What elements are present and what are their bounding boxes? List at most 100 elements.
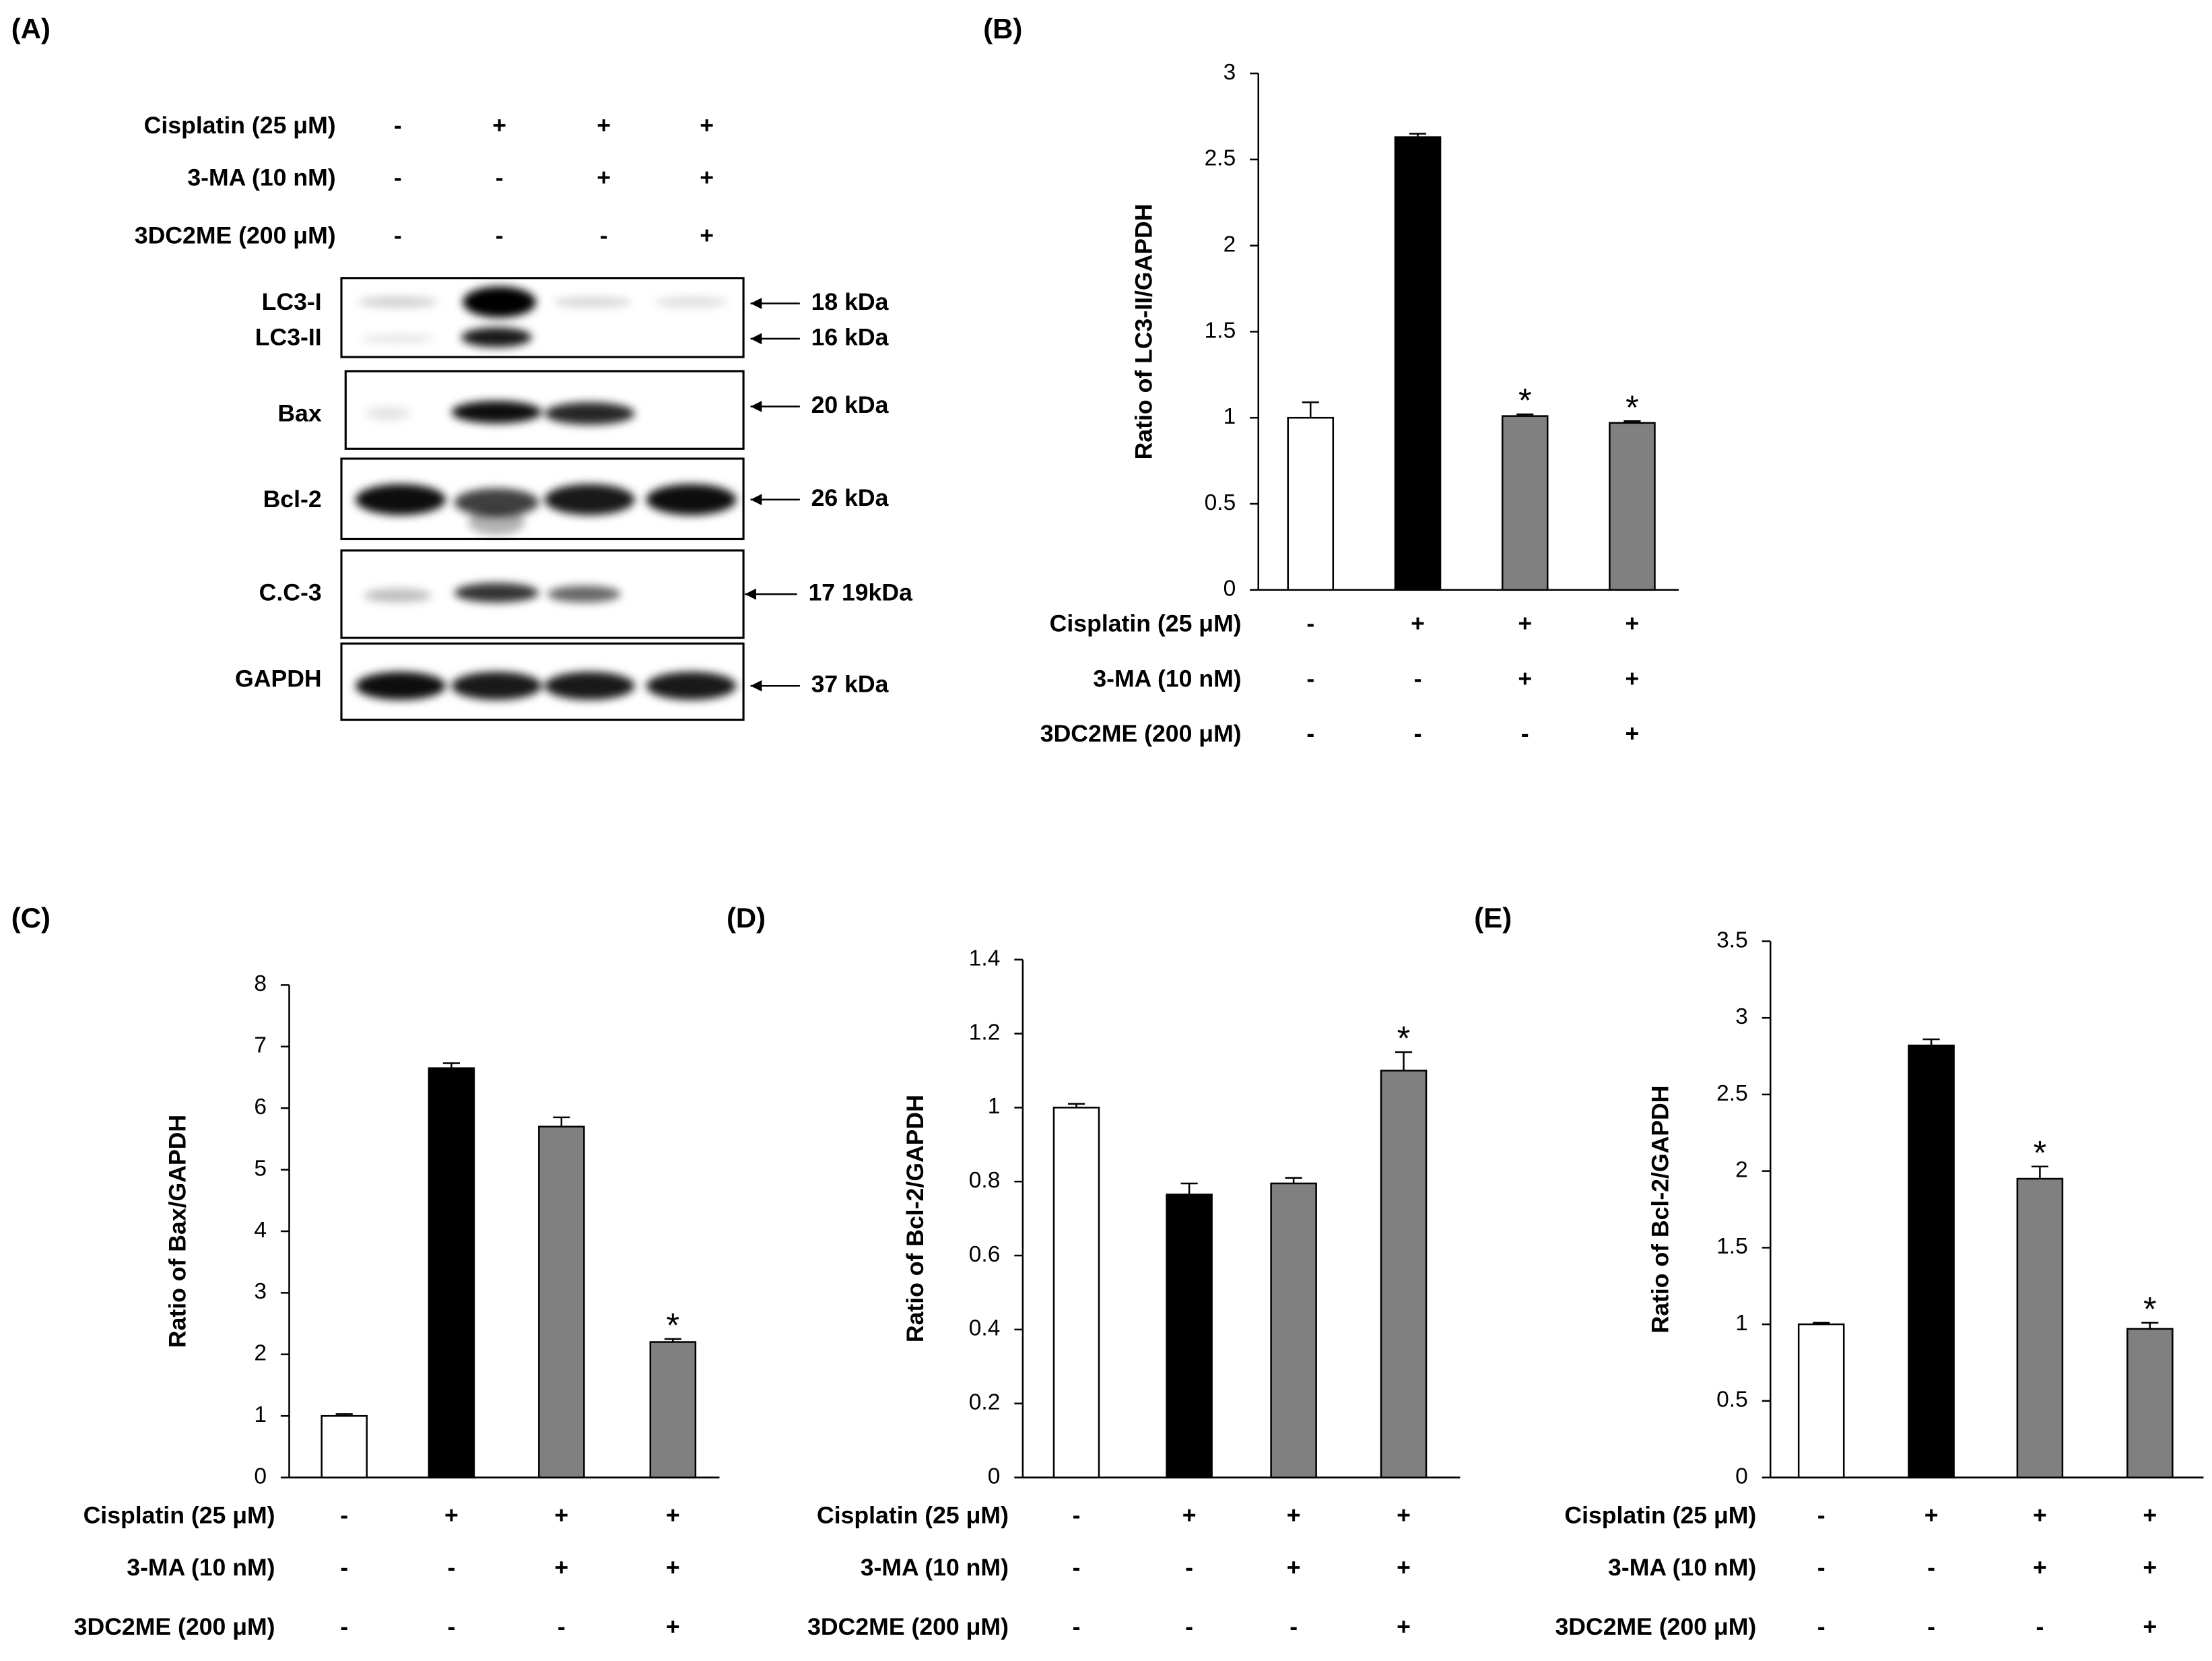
y-tick-label: 0 (988, 1464, 1001, 1489)
blot-row-label: Bcl-2 (263, 486, 322, 513)
blot-row-label: Bax (277, 399, 322, 426)
panel-label: (A) (11, 13, 51, 44)
condition-mark: + (1626, 665, 1640, 692)
y-tick-label: 3 (1224, 60, 1236, 85)
bar (1609, 422, 1656, 591)
arrow-head (750, 680, 762, 692)
y-tick-label: 2 (254, 1341, 267, 1366)
condition-mark: - (394, 222, 402, 249)
bar (1052, 1107, 1100, 1478)
condition-mark: + (2033, 1502, 2047, 1529)
significance-mark: * (2143, 1289, 2157, 1328)
condition-mark: - (1817, 1613, 1825, 1640)
bar (1270, 1182, 1317, 1478)
y-tick-label: 1.2 (969, 1020, 1001, 1045)
condition-mark: - (1306, 720, 1314, 747)
condition-mark: + (1518, 665, 1532, 692)
condition-mark: - (1185, 1554, 1193, 1581)
condition-mark: - (1073, 1554, 1081, 1581)
condition-mark: - (1414, 665, 1422, 692)
blot-bands (355, 286, 737, 701)
condition-mark: + (554, 1554, 568, 1581)
condition-mark: + (2143, 1613, 2157, 1640)
y-tick-label: 5 (254, 1156, 267, 1181)
condition-mark: + (1626, 610, 1640, 637)
panel-label: (D) (727, 902, 766, 934)
y-tick-label: 1 (254, 1402, 267, 1427)
y-tick-label: 1 (988, 1094, 1001, 1119)
bar (321, 1414, 368, 1478)
condition-label: Cisplatin (25 μM) (817, 1502, 1009, 1529)
condition-label: 3DC2ME (200 μM) (135, 222, 336, 249)
condition-mark: - (1073, 1613, 1081, 1640)
condition-mark: - (2036, 1613, 2044, 1640)
condition-mark: + (1397, 1613, 1411, 1640)
panel-label: (B) (983, 13, 1022, 44)
y-tick-label: 0.5 (1205, 490, 1236, 515)
condition-mark: + (700, 164, 714, 191)
condition-label: 3-MA (10 nM) (861, 1554, 1009, 1581)
y-tick-label: 0.6 (969, 1242, 1001, 1267)
bar (1287, 416, 1335, 591)
bar (1166, 1194, 1213, 1478)
condition-mark: - (394, 164, 402, 191)
condition-mark: + (700, 112, 714, 139)
significance-mark: * (1626, 388, 1639, 426)
condition-mark: + (1397, 1502, 1411, 1529)
condition-label: 3DC2ME (200 μM) (1040, 720, 1242, 747)
condition-label: Cisplatin (25 μM) (144, 112, 336, 139)
condition-mark: - (1289, 1613, 1298, 1640)
condition-mark: + (444, 1502, 459, 1529)
y-tick-label: 1.5 (1716, 1234, 1748, 1259)
kda-label: 26 kDa (811, 484, 890, 511)
arrow-head (750, 333, 762, 345)
y-tick-label: 1 (1224, 404, 1236, 429)
condition-mark: + (700, 222, 714, 249)
condition-mark: - (496, 222, 504, 249)
condition-mark: - (1306, 610, 1314, 637)
kda-label: 16 kDa (811, 323, 890, 350)
condition-mark: - (1927, 1613, 1935, 1640)
condition-mark: - (1414, 720, 1422, 747)
arrow-head (750, 298, 762, 309)
y-tick-label: 1.5 (1205, 318, 1236, 343)
condition-label: 3DC2ME (200 μM) (1555, 1613, 1756, 1640)
bar (1797, 1323, 1845, 1478)
condition-mark: + (1626, 720, 1640, 747)
bar (428, 1067, 475, 1478)
y-axis-label: Ratio of Bcl-2/GAPDH (1646, 1086, 1673, 1334)
condition-mark: - (600, 222, 608, 249)
significance-mark: * (1397, 1019, 1411, 1057)
blot-row-label: GAPDH (235, 665, 322, 692)
condition-mark: + (1287, 1554, 1301, 1581)
blot-row-label: LC3-I (262, 288, 322, 315)
condition-mark: - (340, 1502, 348, 1529)
condition-mark: - (447, 1554, 455, 1581)
condition-mark: - (496, 164, 504, 191)
condition-mark: - (558, 1613, 566, 1640)
condition-mark: + (666, 1502, 680, 1529)
panel-label: (E) (1474, 902, 1512, 934)
condition-mark: - (394, 112, 402, 139)
y-tick-label: 2.5 (1716, 1081, 1748, 1106)
y-tick-label: 0.8 (969, 1168, 1001, 1193)
y-tick-label: 1.4 (969, 946, 1001, 971)
y-tick-label: 0 (254, 1464, 267, 1489)
arrow-head (750, 494, 762, 506)
blot-frames (340, 277, 745, 721)
condition-mark: - (1073, 1502, 1081, 1529)
condition-mark: + (1397, 1554, 1411, 1581)
bar (2016, 1177, 2064, 1478)
condition-label: 3-MA (10 nM) (127, 1554, 275, 1581)
y-tick-label: 0.4 (969, 1316, 1001, 1341)
condition-label: 3-MA (10 nM) (1093, 665, 1241, 692)
condition-mark: - (340, 1613, 348, 1640)
bar (1501, 415, 1549, 591)
significance-mark: * (2034, 1133, 2047, 1171)
bar (649, 1341, 697, 1478)
y-tick-label: 6 (254, 1095, 267, 1119)
condition-mark: - (1306, 665, 1314, 692)
condition-mark: + (2033, 1554, 2047, 1581)
y-tick-label: 0.2 (969, 1390, 1001, 1415)
condition-mark: - (1817, 1502, 1825, 1529)
